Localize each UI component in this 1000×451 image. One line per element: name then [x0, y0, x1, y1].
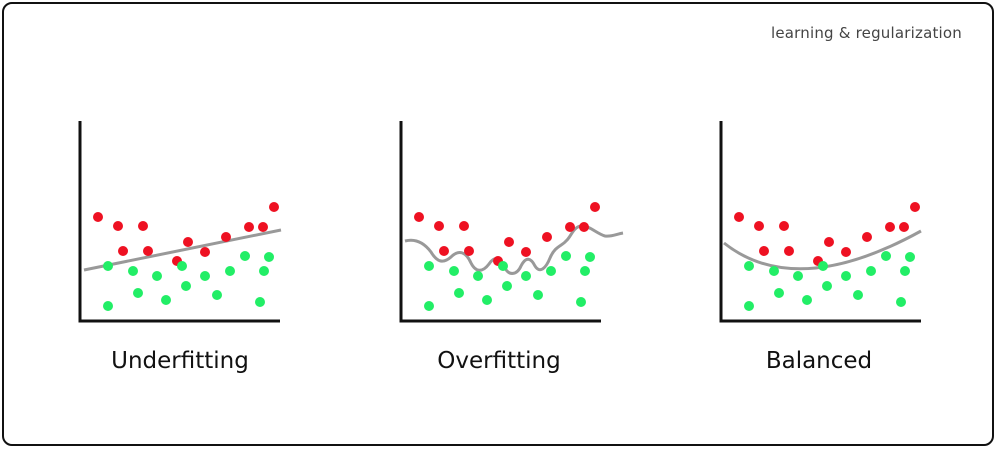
panel-overfitting: [399, 121, 624, 323]
diagram-frame: [2, 2, 994, 446]
red-point: [542, 232, 552, 242]
fit-curve-wiggly: [404, 224, 624, 275]
red-point: [579, 222, 589, 232]
green-point: [133, 288, 143, 298]
green-point: [177, 261, 187, 271]
red-point: [143, 246, 153, 256]
green-point: [424, 301, 434, 311]
green-point: [264, 252, 274, 262]
panel-title-balanced: Balanced: [765, 348, 873, 374]
green-point: [900, 266, 910, 276]
red-point: [784, 246, 794, 256]
green-point: [482, 295, 492, 305]
green-point: [473, 271, 483, 281]
red-point: [899, 222, 909, 232]
red-point: [118, 246, 128, 256]
green-point: [896, 297, 906, 307]
green-points: [103, 251, 274, 311]
green-point: [793, 271, 803, 281]
axes: [399, 121, 601, 323]
green-point: [802, 295, 812, 305]
green-point: [769, 266, 779, 276]
red-point: [885, 222, 895, 232]
green-point: [546, 266, 556, 276]
green-point: [853, 290, 863, 300]
green-point: [580, 266, 590, 276]
green-point: [181, 281, 191, 291]
green-point: [225, 266, 235, 276]
caption-label: learning & regularization: [770, 24, 962, 42]
red-point: [824, 237, 834, 247]
green-point: [161, 295, 171, 305]
green-point: [744, 261, 754, 271]
red-point: [200, 247, 210, 257]
red-point: [434, 221, 444, 231]
fit-curve-linear: [83, 228, 282, 272]
red-points: [414, 202, 600, 266]
red-points: [93, 202, 279, 266]
green-point: [103, 261, 113, 271]
red-points: [734, 202, 920, 266]
red-point: [93, 212, 103, 222]
green-point: [822, 281, 832, 291]
panel-title-overfitting: Overfitting: [437, 348, 561, 374]
panel-balanced: [719, 121, 922, 323]
red-point: [113, 221, 123, 231]
green-point: [905, 252, 915, 262]
fit-curve-parabola: [723, 229, 922, 271]
green-point: [103, 301, 113, 311]
green-point: [521, 271, 531, 281]
red-point: [590, 202, 600, 212]
red-point: [862, 232, 872, 242]
green-points: [744, 251, 915, 311]
axes: [78, 121, 280, 323]
green-point: [152, 271, 162, 281]
red-point: [759, 246, 769, 256]
green-point: [212, 290, 222, 300]
red-point: [841, 247, 851, 257]
green-point: [585, 252, 595, 262]
red-point: [258, 222, 268, 232]
red-point: [244, 222, 254, 232]
green-point: [881, 251, 891, 261]
panel-underfitting: [78, 121, 282, 323]
green-point: [502, 281, 512, 291]
axes: [719, 121, 921, 323]
red-point: [504, 237, 514, 247]
green-point: [424, 261, 434, 271]
red-point: [439, 246, 449, 256]
red-point: [414, 212, 424, 222]
green-point: [449, 266, 459, 276]
green-point: [454, 288, 464, 298]
green-points: [424, 251, 595, 311]
green-point: [255, 297, 265, 307]
red-point: [521, 247, 531, 257]
green-point: [866, 266, 876, 276]
green-point: [128, 266, 138, 276]
green-point: [240, 251, 250, 261]
green-point: [818, 261, 828, 271]
red-point: [269, 202, 279, 212]
green-point: [744, 301, 754, 311]
red-point: [779, 221, 789, 231]
green-point: [200, 271, 210, 281]
red-point: [754, 221, 764, 231]
panel-title-underfitting: Underfitting: [111, 348, 249, 374]
green-point: [259, 266, 269, 276]
red-point: [221, 232, 231, 242]
red-point: [910, 202, 920, 212]
green-point: [561, 251, 571, 261]
red-point: [464, 246, 474, 256]
red-point: [459, 221, 469, 231]
green-point: [533, 290, 543, 300]
green-point: [498, 261, 508, 271]
green-point: [841, 271, 851, 281]
green-point: [576, 297, 586, 307]
red-point: [183, 237, 193, 247]
red-point: [138, 221, 148, 231]
red-point: [565, 222, 575, 232]
green-point: [774, 288, 784, 298]
red-point: [734, 212, 744, 222]
